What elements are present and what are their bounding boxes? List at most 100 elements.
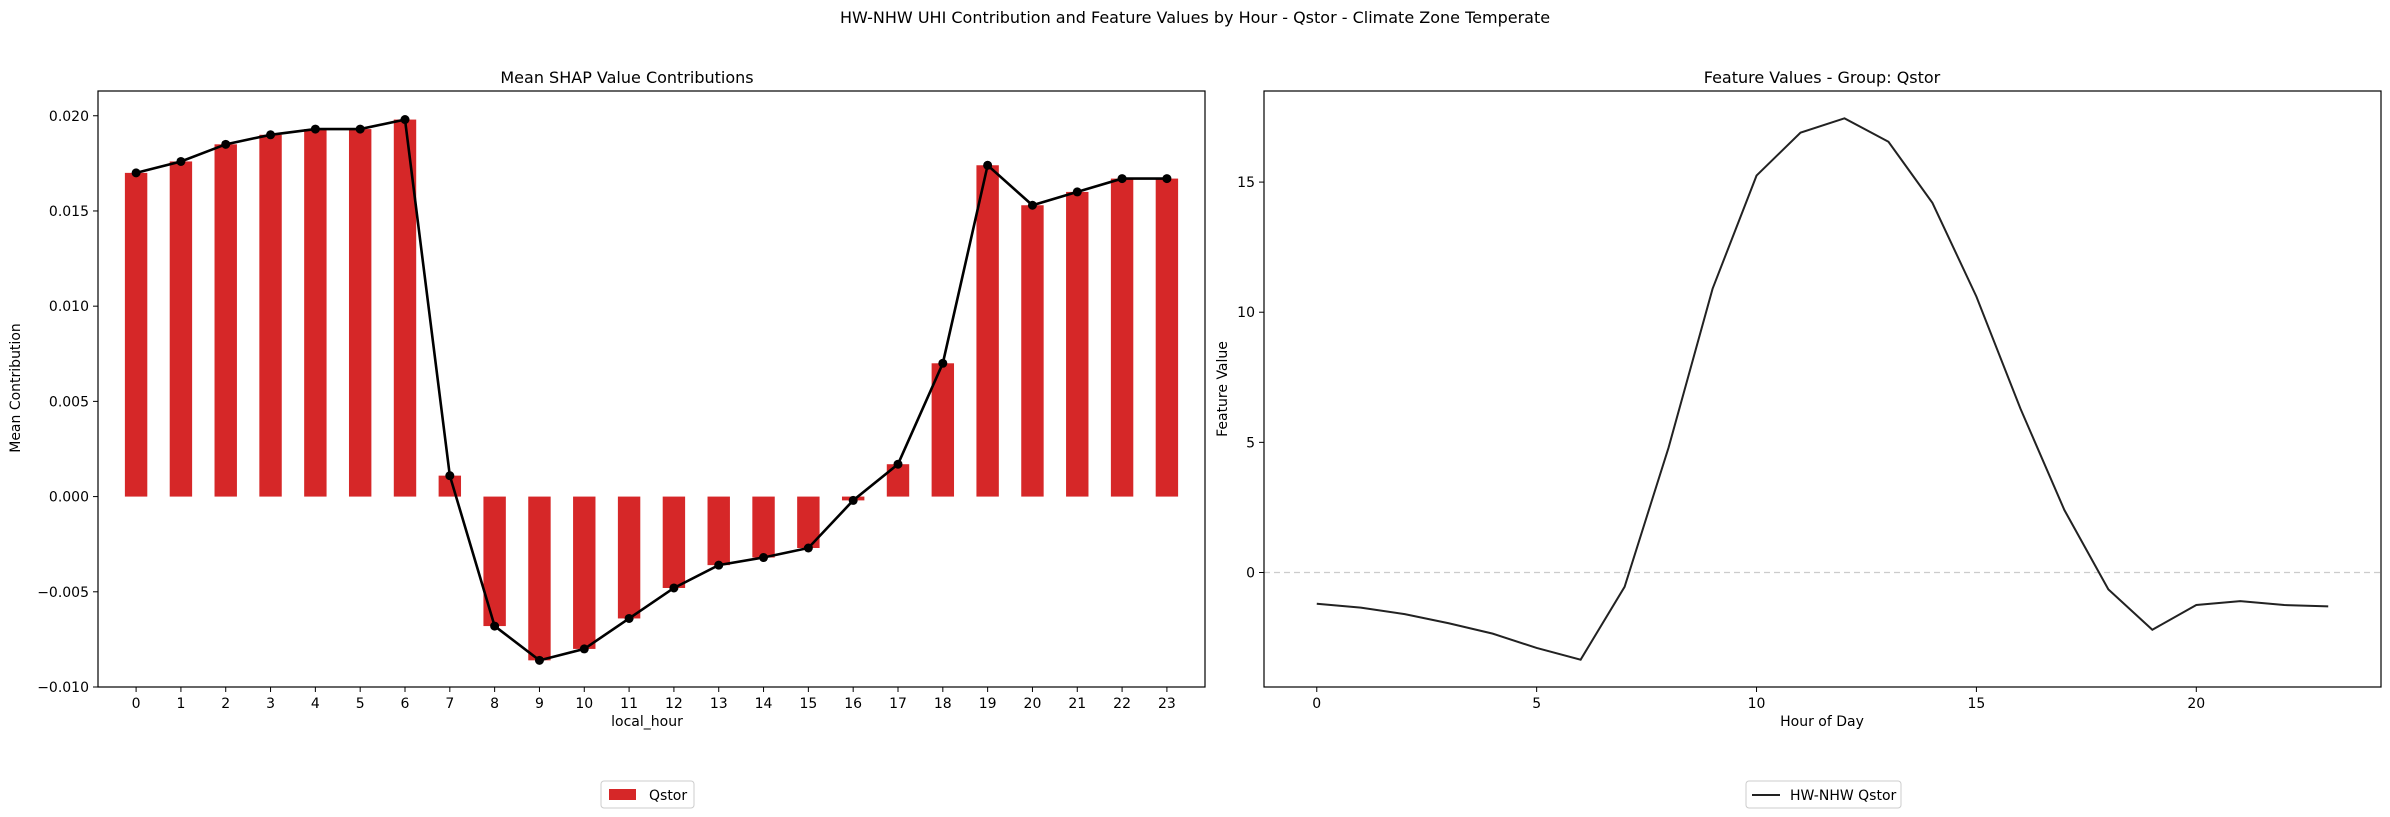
x-tick-label: 3 [266, 696, 275, 712]
x-tick-label: 1 [176, 696, 185, 712]
bar-hour-22 [1110, 178, 1134, 497]
left-chart-title: Mean SHAP Value Contributions [500, 68, 753, 87]
y-tick-label: 15 [1237, 175, 1255, 191]
x-tick-label: 10 [575, 696, 593, 712]
y-tick-label: 0.020 [49, 109, 89, 125]
line-point-hour-22 [1117, 174, 1127, 184]
line-point-hour-1 [176, 156, 186, 166]
bar-hour-0 [124, 172, 148, 497]
y-tick-label: −0.005 [37, 585, 89, 601]
x-tick-label: 8 [490, 696, 499, 712]
y-tick-label: 5 [1246, 435, 1255, 451]
bar-hour-17 [886, 464, 910, 497]
line-point-hour-9 [534, 655, 544, 665]
y-tick-label: 0.015 [49, 204, 89, 220]
right-plot-frame [1263, 90, 2382, 688]
x-tick-label: 23 [1158, 696, 1176, 712]
bar-hour-6 [393, 119, 417, 497]
x-tick-label: 4 [311, 696, 320, 712]
bar-hour-15 [797, 496, 820, 548]
line-point-hour-7 [445, 471, 455, 481]
x-tick-label: 5 [356, 696, 365, 712]
x-tick-label: 0 [1312, 696, 1321, 712]
line-point-hour-14 [759, 553, 769, 563]
x-tick-label: 19 [979, 696, 997, 712]
right-chart-title: Feature Values - Group: Qstor [1704, 68, 1941, 87]
line-point-hour-18 [938, 358, 948, 368]
line-point-hour-15 [803, 543, 813, 553]
bar-hour-10 [573, 496, 596, 649]
x-tick-label: 21 [1068, 696, 1086, 712]
x-tick-label: 6 [401, 696, 410, 712]
x-tick-label: 5 [1532, 696, 1541, 712]
bar-hour-13 [707, 496, 730, 566]
feature-values-panel: Feature Values - Group: Qstor Hour of Da… [1215, 68, 2382, 809]
x-tick-label: 16 [844, 696, 862, 712]
right-legend: HW-NHW Qstor [1745, 780, 1902, 809]
left-legend: Qstor [600, 780, 695, 809]
feature-value-line [1316, 117, 2329, 661]
left-y-axis-label: Mean Contribution [8, 323, 24, 453]
bar-hour-12 [662, 496, 686, 588]
line-point-hour-20 [1027, 200, 1037, 210]
line-point-hour-23 [1162, 174, 1172, 184]
x-tick-label: 2 [221, 696, 230, 712]
line-point-hour-0 [131, 168, 141, 178]
y-tick-label: 0.005 [49, 394, 89, 410]
bar-hour-8 [483, 496, 506, 627]
legend-label-hw-nhw-qstor: HW-NHW Qstor [1790, 788, 1897, 804]
line-point-hour-13 [714, 560, 724, 570]
left-x-axis-label: local_hour [611, 714, 683, 730]
legend-label-qstor: Qstor [649, 788, 687, 804]
line-point-hour-5 [355, 124, 365, 134]
line-point-hour-3 [266, 130, 276, 140]
bar-hour-20 [1021, 205, 1044, 497]
x-tick-label: 18 [934, 696, 952, 712]
x-tick-label: 10 [1748, 696, 1766, 712]
x-tick-label: 20 [1024, 696, 1042, 712]
bar-hour-5 [348, 129, 372, 497]
x-tick-label: 15 [1968, 696, 1986, 712]
line-point-hour-11 [624, 613, 634, 623]
y-tick-label: 0.000 [49, 490, 89, 506]
bar-hour-18 [931, 363, 955, 497]
right-y-axis-label: Feature Value [1215, 341, 1231, 437]
line-point-hour-10 [579, 644, 589, 654]
y-tick-label: 10 [1237, 305, 1255, 321]
bar-hour-3 [259, 134, 282, 497]
line-point-hour-21 [1072, 187, 1082, 197]
x-tick-label: 12 [665, 696, 683, 712]
bar-hour-1 [169, 161, 193, 497]
y-tick-label: 0 [1246, 565, 1255, 581]
x-tick-label: 17 [889, 696, 907, 712]
line-point-hour-2 [221, 139, 231, 149]
line-point-hour-17 [893, 459, 903, 469]
bar-hour-21 [1066, 191, 1089, 497]
contribution-trend-line [135, 117, 1167, 662]
x-tick-label: 14 [755, 696, 773, 712]
x-tick-label: 9 [535, 696, 544, 712]
bar-hour-11 [617, 496, 641, 619]
x-tick-label: 15 [799, 696, 817, 712]
line-point-hour-4 [310, 124, 320, 134]
x-tick-label: 22 [1113, 696, 1131, 712]
x-tick-label: 0 [132, 696, 141, 712]
line-point-hour-19 [983, 160, 993, 170]
line-point-hour-16 [848, 495, 858, 505]
bar-hour-2 [214, 144, 237, 497]
bar-hour-19 [976, 165, 999, 497]
line-point-hour-12 [669, 583, 679, 593]
left-plot-frame [97, 90, 1206, 688]
bar-hour-23 [1155, 178, 1179, 497]
x-tick-label: 13 [710, 696, 728, 712]
y-tick-label: −0.010 [37, 680, 89, 696]
line-point-hour-8 [490, 621, 500, 631]
shap-contribution-panel: Mean SHAP Value Contributions local_hour… [8, 68, 1206, 809]
bar-hour-14 [752, 496, 775, 558]
x-tick-label: 11 [620, 696, 638, 712]
right-x-axis-label: Hour of Day [1780, 714, 1864, 730]
legend-swatch-qstor [609, 789, 636, 800]
figure-suptitle: HW-NHW UHI Contribution and Feature Valu… [840, 8, 1550, 27]
bar-hour-4 [304, 129, 327, 497]
